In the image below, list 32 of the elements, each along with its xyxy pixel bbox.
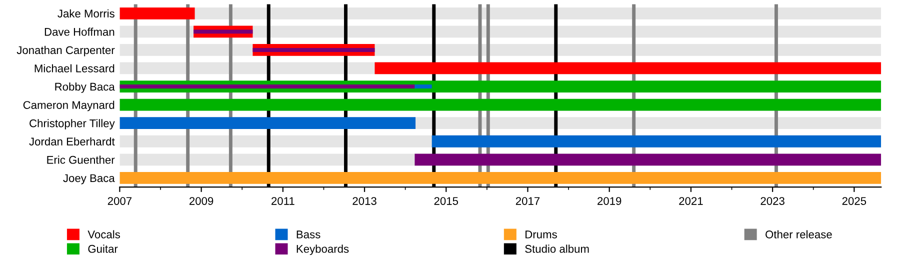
x-tick-label: 2019 — [598, 197, 622, 205]
legend-label: Vocals — [88, 230, 120, 238]
legend-label: Studio album — [525, 244, 589, 253]
bar — [252, 48, 375, 52]
x-tick-label: 2023 — [760, 197, 784, 205]
bar — [194, 30, 253, 34]
y-tick-label: Dave Hoffman — [44, 28, 114, 36]
x-tick-label: 2013 — [352, 197, 376, 205]
bar — [120, 7, 195, 20]
legend-label: Other release — [766, 230, 832, 238]
y-tick-label: Christopher Tilley — [30, 119, 115, 130]
y-tick-label: Joey Baca — [63, 174, 115, 184]
y-tick-label: Jordan Eberhardt — [29, 137, 115, 146]
x-tick-label: 2017 — [516, 197, 540, 205]
y-tick-label: Jake Morris — [58, 9, 114, 18]
x-tick-label: 2021 — [679, 197, 703, 205]
legend-label: Guitar — [88, 244, 118, 253]
y-tick-label: Cameron Maynard — [23, 100, 114, 112]
x-tick-label: 2015 — [434, 197, 458, 205]
legend-label: Keyboards — [296, 244, 349, 255]
legend-label: Drums — [526, 230, 557, 238]
y-tick-label: Robby Baca — [55, 82, 115, 93]
x-tick-label: 2009 — [190, 197, 214, 205]
x-tick-label: 2007 — [108, 197, 132, 205]
y-tick-label: Jonathan Carpenter — [16, 46, 115, 56]
bar — [120, 84, 415, 89]
bar — [414, 84, 432, 89]
legend-label: Bass — [296, 230, 320, 238]
y-tick-label: Michael Lessard — [34, 64, 114, 72]
x-tick-label: 2025 — [842, 197, 866, 205]
x-tick-label: 2011 — [272, 197, 294, 205]
y-tick-label: Eric Guenther — [47, 156, 115, 164]
